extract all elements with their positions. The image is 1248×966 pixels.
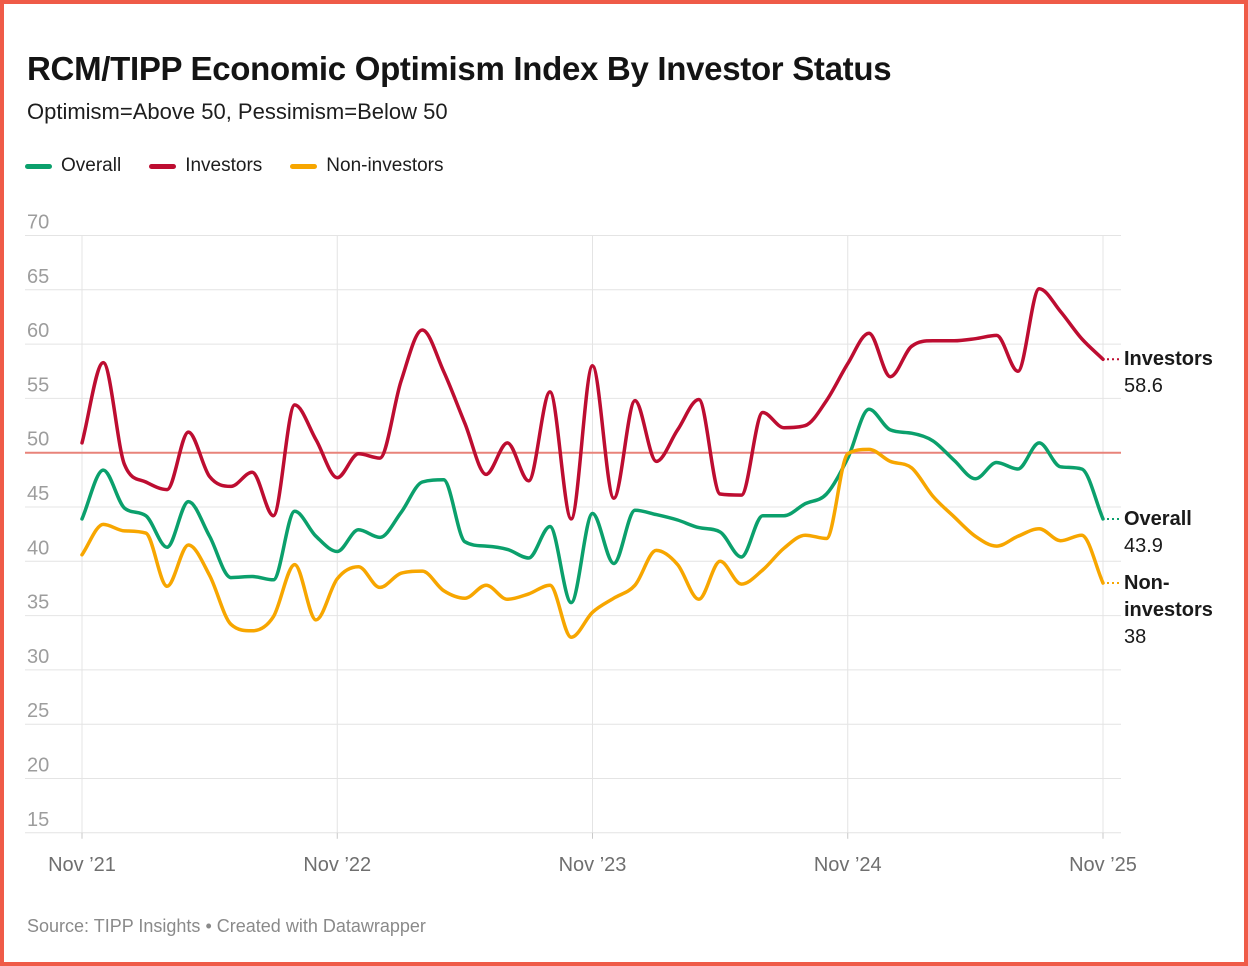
y-tick-label: 25 xyxy=(27,700,49,722)
datawrapper-credit-link[interactable]: Created with Datawrapper xyxy=(216,916,426,936)
y-tick-label: 45 xyxy=(27,483,49,505)
x-tick-label: Nov ’21 xyxy=(48,854,116,876)
end-label-name: Overall xyxy=(1124,507,1192,530)
y-tick-label: 15 xyxy=(27,809,49,831)
end-label-non-investors: Non-investors 38 xyxy=(1124,570,1242,651)
legend-item-overall[interactable]: Overall xyxy=(25,155,121,177)
x-tick-label: Nov ’25 xyxy=(1069,854,1137,876)
investors-line[interactable] xyxy=(80,286,1105,521)
end-label-value: 58.6 xyxy=(1124,375,1163,398)
end-label-value: 43.9 xyxy=(1124,534,1163,557)
overall-swatch-icon xyxy=(25,163,52,169)
x-tick-label: Nov ’22 xyxy=(303,854,371,876)
page-subtitle: Optimism=Above 50, Pessimism=Below 50 xyxy=(27,99,448,124)
end-label-value: 38 xyxy=(1124,626,1147,649)
y-tick-label: 30 xyxy=(27,646,49,668)
page-title: RCM/TIPP Economic Optimism Index By Inve… xyxy=(27,50,892,88)
y-tick-label: 20 xyxy=(27,755,49,777)
x-tick-label: Nov ’24 xyxy=(814,854,882,876)
end-label-investors: Investors 58.6 xyxy=(1124,346,1242,400)
legend-item-investors[interactable]: Investors xyxy=(149,155,262,177)
legend-item-non-investors[interactable]: Non-investors xyxy=(290,155,444,177)
legend-label: Non-investors xyxy=(326,155,444,176)
legend-label: Overall xyxy=(61,155,122,176)
end-label-overall: Overall 43.9 xyxy=(1124,506,1242,560)
footer-separator: • xyxy=(205,916,212,936)
y-tick-label: 40 xyxy=(27,537,49,559)
y-tick-label: 60 xyxy=(27,320,49,342)
y-tick-label: 65 xyxy=(27,266,49,288)
legend-label: Investors xyxy=(185,155,263,176)
y-tick-label: 70 xyxy=(27,212,49,234)
footer: Source: TIPP Insights • Created with Dat… xyxy=(27,916,426,937)
non-investors-line[interactable] xyxy=(80,447,1105,640)
y-tick-label: 35 xyxy=(27,592,49,614)
investors-swatch-icon xyxy=(149,163,177,169)
non-investors-swatch-icon xyxy=(290,163,318,169)
overall-line[interactable] xyxy=(80,407,1105,605)
y-tick-label: 50 xyxy=(27,429,49,451)
source-text: Source: TIPP Insights xyxy=(27,916,201,936)
end-label-name: Investors xyxy=(1124,348,1213,371)
legend: Overall Investors Non-investors xyxy=(25,155,444,177)
end-label-name: Non-investors xyxy=(1124,572,1213,622)
x-tick-label: Nov ’23 xyxy=(559,854,627,876)
y-tick-label: 55 xyxy=(27,374,49,396)
